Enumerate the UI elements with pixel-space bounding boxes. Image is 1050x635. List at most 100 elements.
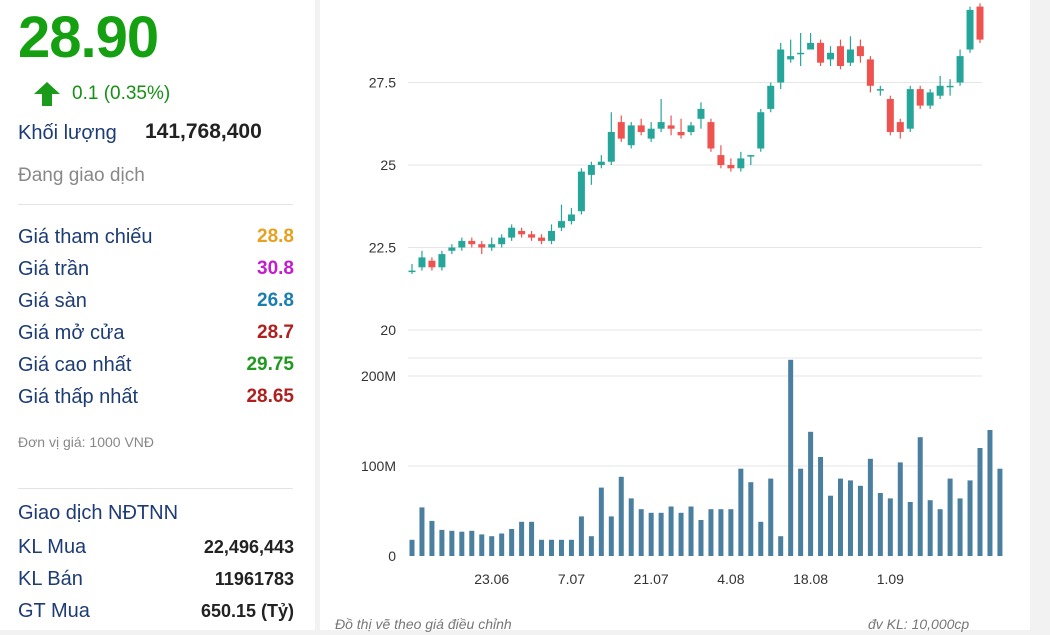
volume-bar — [917, 437, 923, 556]
candle-body — [866, 59, 874, 86]
price-row-value: 26.8 — [257, 290, 294, 311]
chart-note-adjusted: Đồ thị vẽ theo giá điều chỉnh — [335, 616, 512, 632]
trading-status: Đang giao dịch — [18, 165, 145, 186]
price-row-value: 30.8 — [257, 258, 294, 279]
candle-body — [647, 128, 655, 139]
candle-body — [667, 125, 675, 129]
candle-body — [757, 112, 765, 149]
volume-tick-label: 100M — [361, 458, 396, 474]
volume-bar — [818, 457, 824, 556]
volume-bar — [489, 536, 495, 556]
candle-body — [577, 171, 585, 212]
candle-body — [438, 254, 446, 268]
volume-bar — [947, 478, 953, 556]
volume-bar — [549, 539, 555, 556]
volume-bar — [608, 516, 614, 556]
volume-bar — [977, 448, 983, 556]
volume-bar — [429, 520, 435, 556]
volume-bar — [618, 476, 624, 556]
quote-panel: 28.90 0.1 (0.35%) Khối lượng 141,768,400… — [0, 0, 315, 630]
volume-bar — [568, 539, 574, 556]
volume-bar — [967, 480, 973, 556]
volume-bar — [439, 529, 445, 556]
volume-bar — [708, 509, 714, 556]
volume-bar — [847, 480, 853, 556]
price-row-value: 28.65 — [246, 386, 294, 407]
volume-bar — [409, 539, 415, 556]
volume-bar — [539, 539, 545, 556]
volume-bar — [419, 507, 425, 556]
candle-body — [767, 85, 775, 109]
volume-bar — [558, 539, 564, 556]
current-price: 28.90 — [18, 5, 159, 70]
volume-bar — [519, 521, 525, 556]
candle-body — [946, 85, 954, 88]
volume-bar — [877, 493, 883, 556]
chart-note-volume-unit: đv KL: 10,000cp — [868, 616, 970, 632]
candle-body — [717, 155, 725, 165]
candle-body — [488, 244, 496, 248]
volume-bar — [529, 521, 535, 556]
volume-bar — [788, 359, 794, 556]
volume-bar — [778, 536, 784, 556]
candle-body — [836, 46, 844, 66]
price-row-value: 28.8 — [257, 226, 294, 247]
price-row-label: Giá thấp nhất — [18, 385, 139, 408]
candle-body — [408, 270, 416, 273]
price-row-value: 28.7 — [257, 322, 294, 343]
candle-body — [777, 49, 785, 83]
price-row-label: Giá trần — [18, 257, 90, 280]
volume-bar — [837, 478, 843, 556]
volume-bar — [897, 462, 903, 556]
candle-body — [956, 56, 964, 83]
candle-body — [448, 247, 456, 251]
candle-body — [458, 240, 466, 248]
x-tick-label: 23.06 — [474, 571, 509, 587]
price-row-high: Giá cao nhất 29.75 — [18, 352, 294, 378]
volume-bar — [828, 495, 834, 556]
foreign-trading-title: Giao dịch NĐTNN — [18, 502, 179, 524]
foreign-row-buy-volume: KL Mua 22,496,443 — [18, 534, 294, 560]
candle-body — [607, 132, 615, 162]
foreign-row-label: KL Bán — [18, 567, 83, 590]
candle-body — [518, 231, 526, 235]
volume-bar — [638, 509, 644, 556]
candle-body — [906, 89, 914, 129]
candle-body — [468, 240, 476, 245]
price-row-label: Giá tham chiếu — [18, 225, 153, 248]
volume-bar — [867, 458, 873, 556]
candle-body — [548, 231, 556, 241]
volume-bar — [887, 498, 893, 556]
candle-body — [428, 260, 436, 268]
divider — [18, 204, 293, 205]
candle-body — [498, 237, 506, 245]
unit-note: Đơn vị giá: 1000 VNĐ — [18, 434, 155, 450]
candle-body — [528, 234, 536, 238]
price-row-label: Giá cao nhất — [18, 353, 132, 376]
volume-bar — [857, 485, 863, 556]
volume-bar — [728, 509, 734, 556]
volume-bar — [668, 506, 674, 556]
candle-body — [677, 132, 685, 136]
candle-body — [787, 56, 795, 60]
volume-label: Khối lượng — [18, 122, 117, 144]
candle-body — [886, 99, 894, 132]
price-tick-label: 25 — [380, 157, 396, 173]
candle-body — [846, 49, 854, 63]
volume-bar — [479, 534, 485, 556]
price-change: 0.1 (0.35%) — [32, 80, 170, 108]
volume-bar — [808, 431, 814, 556]
candle-body — [966, 9, 974, 50]
x-tick-label: 1.09 — [877, 571, 904, 587]
volume-tick-label: 200M — [361, 368, 396, 384]
candle-body — [936, 85, 944, 96]
volume-bar — [997, 468, 1003, 556]
foreign-row-buy-value: GT Mua 650.15 (Tỷ) — [18, 598, 294, 624]
foreign-row-label: GT Mua — [18, 599, 90, 622]
candle-body — [817, 42, 825, 63]
volume-bar — [678, 512, 684, 556]
candle-body — [538, 237, 546, 241]
volume-bar — [987, 430, 993, 556]
candle-body — [567, 214, 575, 222]
candle-body — [707, 122, 715, 149]
